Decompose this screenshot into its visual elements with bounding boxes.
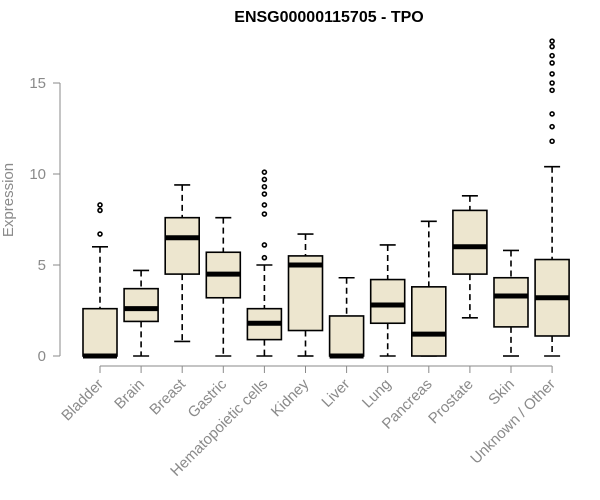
x-tick-label: Breast [146, 375, 189, 418]
iqr-box [328, 315, 365, 357]
y-tick-label: 15 [29, 75, 46, 92]
outlier-point [549, 123, 555, 130]
iqr-box [82, 307, 118, 357]
iqr-box [164, 216, 200, 275]
box-group [123, 269, 159, 357]
box-group [287, 233, 324, 357]
outlier-point [97, 207, 103, 214]
box-group [82, 202, 118, 359]
x-tick-label: Brain [111, 376, 148, 413]
y-tick-label: 0 [38, 348, 46, 365]
iqr-box [410, 286, 447, 357]
outlier-point [97, 231, 103, 237]
outlier-point [549, 80, 555, 86]
outlier-point [261, 242, 268, 248]
y-tick-label: 5 [38, 257, 46, 274]
outlier-point [261, 176, 268, 183]
box-group [205, 216, 242, 357]
iqr-box [287, 255, 324, 332]
x-tick-label: Prostate [425, 376, 477, 428]
iqr-box [123, 287, 159, 323]
outlier-point [261, 169, 268, 175]
box-group [493, 249, 529, 357]
outlier-point [261, 202, 268, 208]
box-group [452, 195, 488, 319]
outlier-point [549, 111, 555, 117]
axes: 0 5 10 15 [29, 75, 553, 367]
y-tick-label: 10 [29, 166, 46, 183]
y-axis-label: Expression [0, 163, 17, 237]
box-group [328, 276, 365, 359]
outlier-point [549, 87, 555, 94]
box-group [164, 184, 200, 343]
x-tick-label: Lung [359, 376, 395, 412]
outlier-point [261, 254, 268, 261]
iqr-box [493, 276, 529, 328]
outlier-point [261, 183, 268, 190]
outlier-point [549, 43, 555, 50]
box-group [369, 244, 406, 357]
outlier-point [549, 52, 555, 59]
chart-title: ENSG00000115705 - TPO [234, 9, 423, 26]
boxes [82, 38, 570, 359]
outlier-point [549, 38, 555, 44]
x-tick-label: Kidney [268, 375, 313, 420]
x-tick-label: Liver [318, 376, 353, 411]
outlier-point [261, 211, 268, 217]
iqr-box [452, 209, 488, 275]
outlier-point [549, 71, 555, 77]
outlier-point [549, 138, 555, 145]
box-group [246, 169, 283, 357]
outlier-point [549, 60, 555, 66]
box-group [410, 220, 447, 357]
x-tick-label: Skin [485, 376, 518, 409]
outlier-point [261, 191, 268, 197]
outlier-point [97, 202, 103, 208]
x-tick-label: Bladder [58, 376, 107, 425]
box-group [534, 38, 570, 357]
iqr-box [369, 278, 406, 325]
